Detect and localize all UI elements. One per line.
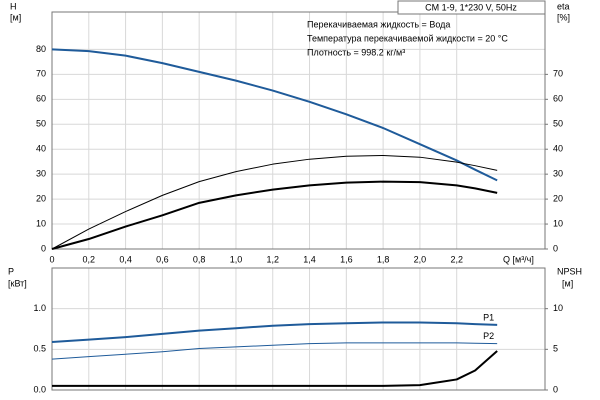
curve bbox=[52, 350, 498, 387]
curve bbox=[51, 48, 498, 182]
y2-axis-label: NPSH bbox=[557, 266, 582, 276]
y2-tick-label: 60 bbox=[553, 94, 563, 104]
y2-tick-label: 5 bbox=[553, 344, 558, 354]
x-tick-label: 1,6 bbox=[340, 254, 353, 264]
x-tick-label: 2,2 bbox=[450, 254, 463, 264]
y2-tick-label: 20 bbox=[553, 193, 563, 203]
y-axis-label: P bbox=[8, 266, 14, 276]
y-tick-label: 0.5 bbox=[33, 344, 46, 354]
x-tick-label: 1,8 bbox=[377, 254, 390, 264]
y-axis-unit: [м] bbox=[10, 12, 21, 22]
plot-frame bbox=[51, 267, 546, 391]
x-axis-label: Q [м³/ч] bbox=[503, 254, 534, 264]
y-tick-label: 40 bbox=[36, 144, 46, 154]
y-tick-label: 60 bbox=[36, 94, 46, 104]
y-tick-label: 0.0 bbox=[33, 384, 46, 394]
y-tick-label: 50 bbox=[36, 119, 46, 129]
x-tick-label: 0,6 bbox=[156, 254, 169, 264]
x-tick-label: 0,2 bbox=[83, 254, 96, 264]
x-tick-label: 1,2 bbox=[266, 254, 279, 264]
x-tick-label: 0,8 bbox=[193, 254, 206, 264]
curve bbox=[51, 180, 498, 250]
y-axis-unit: [кВт] bbox=[8, 278, 27, 288]
series-label: P2 bbox=[483, 331, 494, 341]
curve bbox=[51, 321, 498, 344]
y2-tick-label: 0 bbox=[553, 384, 558, 394]
y2-tick-label: 0 bbox=[553, 243, 558, 253]
y2-tick-label: 10 bbox=[553, 218, 563, 228]
y2-axis-label: eta bbox=[557, 1, 570, 11]
x-tick-label: 0,4 bbox=[119, 254, 132, 264]
curve bbox=[51, 154, 498, 250]
x-tick-label: 1,0 bbox=[230, 254, 243, 264]
y-tick-label: 10 bbox=[36, 218, 46, 228]
chart-title: CM 1-9, 1*230 V, 50Hz bbox=[425, 2, 517, 12]
series-label: P1 bbox=[483, 312, 494, 322]
y2-axis-unit: [%] bbox=[557, 12, 570, 22]
y2-tick-label: 50 bbox=[553, 119, 563, 129]
y2-tick-label: 10 bbox=[553, 303, 563, 313]
annotation: Перекачиваемая жидкость = Вода bbox=[307, 19, 450, 29]
annotation: Плотность = 998.2 кг/м³ bbox=[307, 47, 405, 57]
y-tick-label: 20 bbox=[36, 193, 46, 203]
title-box bbox=[397, 0, 546, 15]
x-tick-label: 1,4 bbox=[303, 254, 316, 264]
plot-frame bbox=[51, 11, 546, 250]
y-tick-label: 1.0 bbox=[33, 303, 46, 313]
y-tick-label: 0 bbox=[41, 243, 46, 253]
curve bbox=[51, 342, 498, 360]
x-tick-label: 2,0 bbox=[414, 254, 427, 264]
y2-tick-label: 70 bbox=[553, 69, 563, 79]
y-tick-label: 70 bbox=[36, 69, 46, 79]
x-tick-label: 0 bbox=[49, 254, 54, 264]
y-tick-label: 30 bbox=[36, 169, 46, 179]
y2-axis-unit: [м] bbox=[562, 278, 573, 288]
y-axis-label: H bbox=[10, 1, 17, 11]
y-tick-label: 80 bbox=[36, 44, 46, 54]
y2-tick-label: 30 bbox=[553, 169, 563, 179]
y2-tick-label: 40 bbox=[553, 144, 563, 154]
annotation: Температура перекачиваемой жидкости = 20… bbox=[307, 33, 508, 43]
